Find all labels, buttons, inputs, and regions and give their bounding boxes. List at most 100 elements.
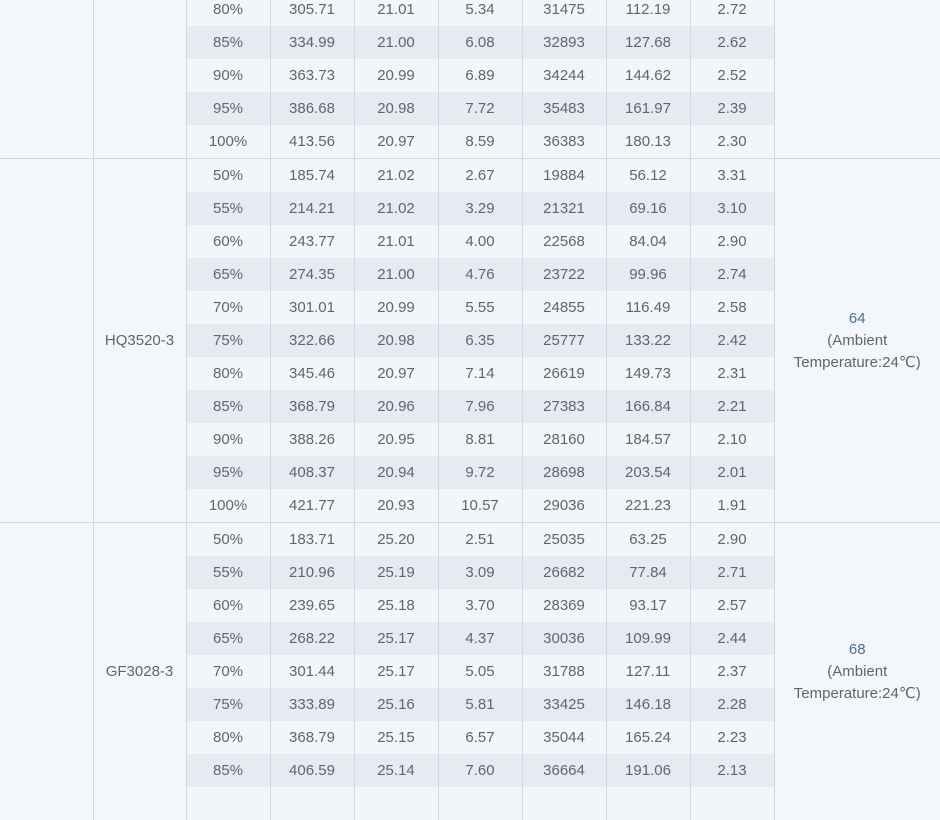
prop-name-cell: HQ3520-3 bbox=[93, 159, 186, 523]
table-row: 80%305.7121.015.3431475112.192.72Tempera… bbox=[0, 0, 940, 26]
value-cell-c3: 9.72 bbox=[438, 456, 522, 489]
value-cell-c2: 20.99 bbox=[354, 291, 438, 324]
value-cell-c5: 146.18 bbox=[606, 688, 690, 721]
value-cell-c1: 322.66 bbox=[270, 324, 354, 357]
value-cell-c2: 25.17 bbox=[354, 622, 438, 655]
value-cell-c2: 20.94 bbox=[354, 456, 438, 489]
throttle-cell: 85% bbox=[186, 754, 270, 787]
throttle-cell: 50% bbox=[186, 159, 270, 193]
value-cell-c1: 421.77 bbox=[270, 489, 354, 523]
value-cell-c1: 386.68 bbox=[270, 92, 354, 125]
value-cell-c6: 2.90 bbox=[690, 225, 774, 258]
value-cell-c1: 210.96 bbox=[270, 556, 354, 589]
throttle-cell: 75% bbox=[186, 324, 270, 357]
value-cell-c3: 5.55 bbox=[438, 291, 522, 324]
throttle-cell: 75% bbox=[186, 688, 270, 721]
value-cell-c1: 301.44 bbox=[270, 655, 354, 688]
value-cell-c6: 2.30 bbox=[690, 125, 774, 159]
value-cell-c3: 5.05 bbox=[438, 655, 522, 688]
temperature-note-line2: Temperature:24℃) bbox=[775, 352, 940, 374]
value-cell-c2: 21.01 bbox=[354, 0, 438, 26]
value-cell-c5: 184.57 bbox=[606, 423, 690, 456]
value-cell-c3: 2.51 bbox=[438, 523, 522, 557]
throttle-cell: 90% bbox=[186, 423, 270, 456]
value-cell-c6: 2.01 bbox=[690, 456, 774, 489]
value-cell-c1: 334.99 bbox=[270, 26, 354, 59]
temperature-note-line1: (Ambient bbox=[775, 661, 940, 683]
value-cell-c1: 363.73 bbox=[270, 59, 354, 92]
value-cell-c5: 221.23 bbox=[606, 489, 690, 523]
value-cell-c6 bbox=[690, 787, 774, 820]
value-cell-c5: 180.13 bbox=[606, 125, 690, 159]
throttle-cell: 70% bbox=[186, 291, 270, 324]
value-cell-c6: 2.42 bbox=[690, 324, 774, 357]
value-cell-c5: 144.62 bbox=[606, 59, 690, 92]
value-cell-c4: 34244 bbox=[522, 59, 606, 92]
value-cell-c5: 133.22 bbox=[606, 324, 690, 357]
value-cell-c5: 127.11 bbox=[606, 655, 690, 688]
value-cell-c3: 7.96 bbox=[438, 390, 522, 423]
value-cell-c4: 27383 bbox=[522, 390, 606, 423]
value-cell-c1: 183.71 bbox=[270, 523, 354, 557]
value-cell-c5: 191.06 bbox=[606, 754, 690, 787]
throttle-cell: 50% bbox=[186, 523, 270, 557]
value-cell-c4: 19884 bbox=[522, 159, 606, 193]
value-cell-c6: 2.21 bbox=[690, 390, 774, 423]
value-cell-c5: 109.99 bbox=[606, 622, 690, 655]
value-cell-c3: 7.60 bbox=[438, 754, 522, 787]
value-cell-c3: 4.76 bbox=[438, 258, 522, 291]
value-cell-c6: 3.10 bbox=[690, 192, 774, 225]
value-cell-c6: 2.62 bbox=[690, 26, 774, 59]
temperature-note-line1: (Ambient bbox=[775, 330, 940, 352]
value-cell-c4: 35483 bbox=[522, 92, 606, 125]
value-cell-c2: 25.19 bbox=[354, 556, 438, 589]
value-cell-c4: 36383 bbox=[522, 125, 606, 159]
value-cell-c1: 185.74 bbox=[270, 159, 354, 193]
value-cell-c5: 166.84 bbox=[606, 390, 690, 423]
value-cell-c6: 2.23 bbox=[690, 721, 774, 754]
value-cell-c2: 25.20 bbox=[354, 523, 438, 557]
throttle-cell: 95% bbox=[186, 456, 270, 489]
value-cell-c5: 149.73 bbox=[606, 357, 690, 390]
value-cell-c1: 345.46 bbox=[270, 357, 354, 390]
throttle-cell: 80% bbox=[186, 357, 270, 390]
value-cell-c4: 30036 bbox=[522, 622, 606, 655]
left-spacer-cell bbox=[0, 159, 93, 523]
throttle-cell: 90% bbox=[186, 59, 270, 92]
value-cell-c3: 6.35 bbox=[438, 324, 522, 357]
value-cell-c2: 20.98 bbox=[354, 92, 438, 125]
value-cell-c5: 99.96 bbox=[606, 258, 690, 291]
value-cell-c1: 243.77 bbox=[270, 225, 354, 258]
value-cell-c2: 25.17 bbox=[354, 655, 438, 688]
value-cell-c4: 28369 bbox=[522, 589, 606, 622]
value-cell-c2: 21.02 bbox=[354, 192, 438, 225]
throttle-cell: 55% bbox=[186, 192, 270, 225]
throttle-cell: 85% bbox=[186, 26, 270, 59]
value-cell-c2: 21.00 bbox=[354, 26, 438, 59]
value-cell-c5: 203.54 bbox=[606, 456, 690, 489]
throttle-cell: 65% bbox=[186, 258, 270, 291]
value-cell-c3: 6.08 bbox=[438, 26, 522, 59]
value-cell-c6: 2.90 bbox=[690, 523, 774, 557]
value-cell-c6: 2.74 bbox=[690, 258, 774, 291]
value-cell-c4: 33425 bbox=[522, 688, 606, 721]
throttle-cell: 65% bbox=[186, 622, 270, 655]
value-cell-c3: 5.34 bbox=[438, 0, 522, 26]
throttle-cell: 100% bbox=[186, 125, 270, 159]
prop-name-cell: GF3028-3 bbox=[93, 523, 186, 820]
value-cell-c1: 368.79 bbox=[270, 721, 354, 754]
value-cell-c3: 3.70 bbox=[438, 589, 522, 622]
value-cell-c5: 63.25 bbox=[606, 523, 690, 557]
value-cell-c2: 25.15 bbox=[354, 721, 438, 754]
throttle-cell: 80% bbox=[186, 0, 270, 26]
value-cell-c4: 31788 bbox=[522, 655, 606, 688]
value-cell-c2: 25.18 bbox=[354, 589, 438, 622]
value-cell-c3: 4.37 bbox=[438, 622, 522, 655]
value-cell-c3: 4.00 bbox=[438, 225, 522, 258]
value-cell-c3: 10.57 bbox=[438, 489, 522, 523]
value-cell-c3: 5.81 bbox=[438, 688, 522, 721]
throttle-cell: 70% bbox=[186, 655, 270, 688]
